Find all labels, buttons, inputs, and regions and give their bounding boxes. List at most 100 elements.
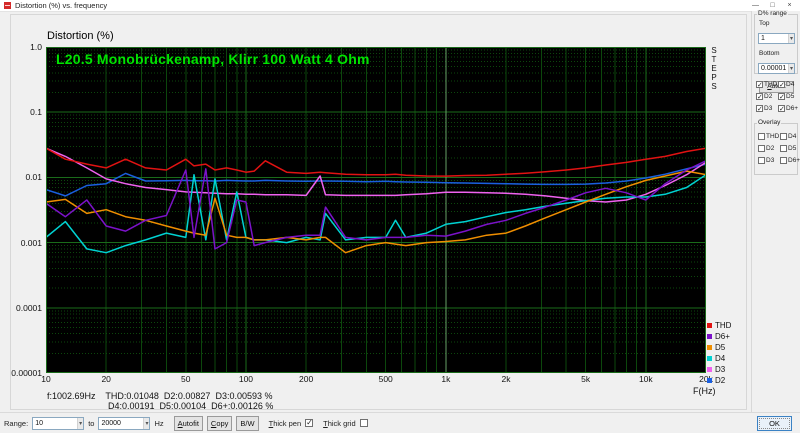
y-tick-0.00001: 0.00001 — [11, 368, 42, 378]
steps-d6-checkbox[interactable] — [778, 105, 785, 113]
hz-label: Hz — [154, 418, 164, 428]
thick-pen-label: Thick pen — [268, 418, 302, 428]
chart-panel: Distortion (%) L20.5 Monobrückenamp, Kli… — [10, 14, 747, 411]
to-label: to — [88, 418, 95, 428]
legend-swatch — [707, 334, 712, 339]
legend: THD D6+ D5 D4 D3 D2 — [707, 320, 731, 386]
x-tick-10k: 10k — [638, 374, 653, 384]
steps-d3-label: D3 — [764, 105, 773, 112]
legend-item-D6+: D6+ — [707, 331, 731, 342]
overlay-d2-label: D2 — [766, 145, 775, 152]
overlay-d4-checkbox[interactable] — [780, 133, 787, 140]
series-D4 — [46, 173, 706, 254]
overlay-d6-checkbox[interactable] — [780, 157, 787, 164]
thick-grid-checkbox[interactable] — [359, 419, 368, 427]
steps-thd-checkbox[interactable] — [756, 81, 763, 89]
legend-swatch — [707, 378, 712, 383]
legend-label: D6+ — [715, 332, 730, 341]
series-THD — [46, 147, 706, 177]
bottom-range-select[interactable]: 0.00001 ▾ — [758, 63, 795, 74]
range-to-select[interactable]: 20000 ▾ — [98, 416, 151, 430]
x-tick-200: 200 — [299, 374, 314, 384]
range-from-select[interactable]: 10 ▾ — [32, 416, 85, 430]
x-tick-500: 500 — [378, 374, 393, 384]
range-from-value: 10 — [35, 419, 43, 427]
chevron-down-icon: ▾ — [787, 64, 794, 73]
plot-svg — [46, 47, 706, 373]
chevron-down-icon: ▾ — [77, 417, 84, 429]
bw-button[interactable]: B/W — [236, 415, 259, 431]
overlay-thd-checkbox[interactable] — [758, 133, 765, 140]
series-D5 — [46, 170, 706, 254]
steps-d5-checkbox[interactable] — [778, 93, 785, 101]
x-axis-ticks: 10 20 50 100 200 500 1k 2k 5k 10k 20k — [41, 374, 713, 386]
legend-swatch — [707, 356, 712, 361]
top-range-value: 1 — [761, 35, 765, 42]
series-D3 — [46, 147, 706, 203]
legend-label: THD — [715, 321, 732, 330]
y-tick-0.1: 0.1 — [30, 107, 42, 118]
y-tick-0.01: 0.01 — [25, 172, 42, 183]
overlay-d4-label: D4 — [788, 133, 797, 140]
overlay-d2-checkbox[interactable] — [758, 145, 765, 152]
close-icon[interactable]: × — [787, 2, 792, 9]
legend-label: D2 — [715, 376, 726, 385]
range-label: Range: — [4, 418, 29, 428]
maximize-icon[interactable]: □ — [770, 2, 775, 9]
window-controls: — □ × — [747, 0, 798, 11]
x-tick-2k: 2k — [501, 374, 511, 384]
distortion-plot[interactable]: L20.5 Monobrückenamp, Klirr 100 Watt 4 O… — [46, 47, 706, 373]
range-to-value: 20000 — [101, 419, 121, 427]
chevron-down-icon: ▾ — [787, 34, 794, 43]
steps-d4-checkbox[interactable] — [778, 81, 785, 89]
x-axis-label: F(Hz) — [693, 386, 716, 396]
y-tick-0.001: 0.001 — [20, 237, 42, 248]
d-range-group: D% range Top 1 ▾ Bottom 0.00001 ▾ Autofi… — [754, 10, 798, 93]
cursor-readout-line2: D4:0.00191 D5:0.00104 D6+:0.00126 % — [108, 401, 274, 411]
overlay-checkboxes: THD D4 D2 D5 D3 D6+ — [758, 133, 800, 164]
steps-d5-label: D5 — [786, 93, 795, 100]
app-icon — [4, 2, 11, 9]
top-range-select[interactable]: 1 ▾ — [758, 33, 795, 44]
steps-d2-checkbox[interactable] — [756, 93, 763, 101]
window-titlebar: Distortion (%) vs. frequency — □ × — [0, 0, 800, 12]
x-tick-20k: 20k — [699, 374, 713, 384]
series-D2 — [46, 163, 706, 197]
ok-button[interactable]: OK — [757, 416, 792, 431]
steps-checkboxes: THD D4 D2 D5 D3 D6+ — [756, 81, 799, 113]
steps-d6-label: D6+ — [786, 105, 799, 112]
overlay-group-label: Overlay — [757, 119, 782, 126]
legend-item-D5: D5 — [707, 342, 731, 353]
legend-label: D3 — [715, 365, 726, 374]
x-tick-5k: 5k — [581, 374, 591, 384]
overlay-d3-checkbox[interactable] — [758, 157, 765, 164]
y-tick-0.0001: 0.0001 — [16, 302, 42, 313]
steps-thd-label: THD — [764, 81, 778, 88]
x-tick-10: 10 — [41, 374, 51, 384]
legend-swatch — [707, 367, 712, 372]
bottom-toolbar: Range: 10 ▾ to 20000 ▾ Hz Autofit Copy B… — [0, 412, 800, 433]
overlay-thd-label: THD — [766, 133, 780, 140]
steps-d3-checkbox[interactable] — [756, 105, 763, 113]
overlay-d5-checkbox[interactable] — [780, 145, 787, 152]
steps-d4-label: D4 — [786, 81, 795, 88]
thick-pen-checkbox[interactable] — [305, 418, 314, 427]
legend-item-D4: D4 — [707, 353, 731, 364]
chart-title: Distortion (%) — [47, 30, 114, 42]
x-tick-100: 100 — [238, 374, 254, 384]
legend-label: D5 — [715, 343, 726, 352]
steps-d2-label: D2 — [764, 93, 773, 100]
overlay-d5-label: D5 — [788, 145, 797, 152]
side-panel: D% range Top 1 ▾ Bottom 0.00001 ▾ Autofi… — [751, 10, 800, 412]
copy-button[interactable]: Copy — [206, 415, 233, 431]
autofit-button[interactable]: Autofit — [173, 415, 203, 431]
window-title: Distortion (%) vs. frequency — [15, 1, 108, 10]
overlay-d6-label: D6+ — [788, 157, 800, 164]
legend-swatch — [707, 345, 712, 350]
minimize-icon[interactable]: — — [752, 2, 759, 9]
legend-item-D2: D2 — [707, 375, 731, 386]
legend-item-THD: THD — [707, 320, 731, 331]
y-tick-1.0: 1.0 — [30, 42, 42, 52]
overlay-d3-label: D3 — [766, 157, 775, 164]
chevron-down-icon: ▾ — [143, 417, 150, 429]
